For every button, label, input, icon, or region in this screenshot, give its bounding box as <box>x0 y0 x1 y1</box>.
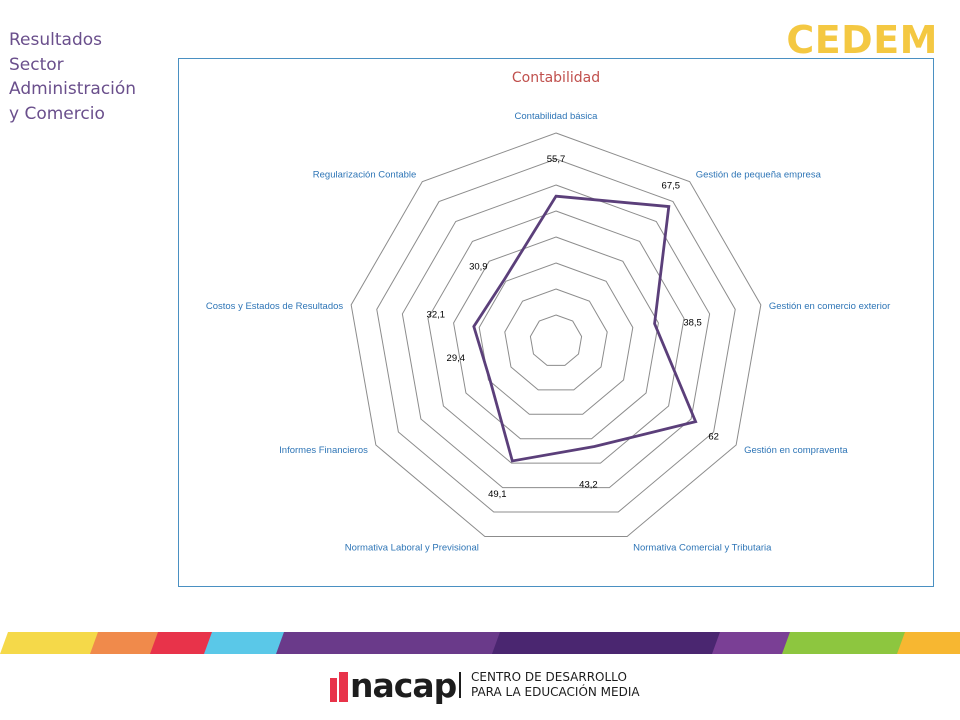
grid-ring <box>453 236 659 440</box>
stripe-segment <box>204 632 292 654</box>
nacap-logo: nacap CENTRO DE DESARROLLO PARA LA EDUCA… <box>330 666 650 705</box>
category-label: Gestión en comercio exterior <box>769 301 890 312</box>
category-label: Contabilidad básica <box>515 111 599 122</box>
category-label: Normativa Comercial y Tributaria <box>633 542 772 553</box>
footer-color-stripe <box>0 632 960 654</box>
category-label: Gestión en compraventa <box>744 445 848 456</box>
data-label: 62 <box>708 432 719 443</box>
org-name: CENTRO DE DESARROLLO PARA LA EDUCACIÓN M… <box>471 670 640 700</box>
side-title: Resultados Sector Administración y Comer… <box>9 28 169 126</box>
side-title-line: Resultados <box>9 30 102 50</box>
grid-ring <box>401 184 711 489</box>
grid-ring <box>504 288 608 391</box>
data-label: 30,9 <box>469 261 488 272</box>
side-title-line: y Comercio <box>9 103 105 124</box>
chart-title: Contabilidad <box>511 70 601 86</box>
radar-chart: Contabilidad básica Gestión de pequeña em… <box>206 111 890 553</box>
cedem-logo: CEDEM <box>786 18 938 62</box>
stripe-segment <box>90 632 166 654</box>
chart-frame: Contabilidad Contabilidad básica Gestión … <box>178 58 934 587</box>
side-title-line: Sector <box>9 54 64 75</box>
grid-ring <box>350 132 762 537</box>
stripe-segment <box>0 632 106 654</box>
data-label: 32,1 <box>427 310 446 321</box>
data-label: 55,7 <box>547 154 566 165</box>
org-line: CENTRO DE DESARROLLO <box>471 670 627 684</box>
org-line: PARA LA EDUCACIÓN MEDIA <box>471 685 640 699</box>
category-label: Informes Financieros <box>279 445 368 456</box>
data-label: 43,2 <box>579 480 598 491</box>
stripe-segment <box>712 632 798 654</box>
stripe-segment <box>897 632 960 654</box>
grid-ring <box>427 210 685 464</box>
stripe-segment <box>782 632 913 654</box>
category-label: Costos y Estados de Resultados <box>206 301 344 312</box>
category-label: Normativa Laboral y Previsional <box>345 542 479 553</box>
data-label: 38,5 <box>683 318 702 329</box>
grid-ring <box>376 158 736 513</box>
series-line <box>472 194 698 463</box>
grid-ring <box>529 314 583 366</box>
logo-separator <box>459 672 461 698</box>
category-label: Gestión de pequeña empresa <box>696 170 822 181</box>
data-label: 49,1 <box>488 489 507 500</box>
data-label: 29,4 <box>447 353 466 364</box>
stripe-segment <box>150 632 220 654</box>
stripe-segment <box>276 632 508 654</box>
side-title-line: Administración <box>9 79 137 99</box>
grid-ring <box>478 262 634 415</box>
category-label: Regularización Contable <box>313 170 417 181</box>
nacap-mark-icon <box>330 672 348 702</box>
nacap-wordmark: nacap <box>350 666 457 705</box>
stripe-segment <box>492 632 728 654</box>
data-label: 67,5 <box>662 181 681 192</box>
